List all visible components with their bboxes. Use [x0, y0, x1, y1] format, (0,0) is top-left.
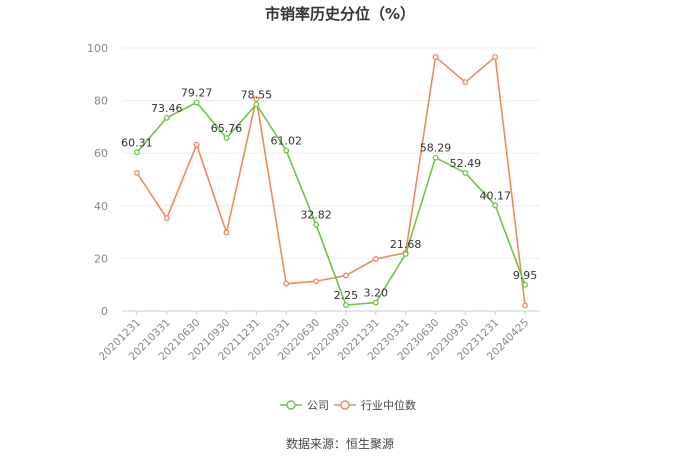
- data-label: 61.02: [270, 135, 302, 148]
- industry-median-point: [372, 255, 379, 262]
- industry-median-point: [133, 169, 140, 176]
- source-note: 数据来源：恒生聚源: [285, 437, 394, 451]
- company-point: [342, 302, 349, 309]
- legend: 公司 行业中位数: [280, 398, 416, 412]
- industry-median-point: [462, 79, 469, 86]
- company-point: [522, 281, 529, 288]
- industry-median-point: [163, 215, 170, 222]
- company-point: [402, 251, 409, 257]
- company-point: [193, 99, 200, 106]
- industry-median-point: [492, 53, 499, 60]
- data-label: 3.20: [364, 287, 389, 300]
- industry-median-point: [522, 302, 529, 309]
- data-label: 78.55: [241, 88, 273, 101]
- data-label: 21.68: [390, 238, 422, 251]
- data-label: 40.17: [479, 189, 511, 202]
- data-label: 73.46: [151, 102, 183, 115]
- company-point: [462, 170, 469, 176]
- data-label: 60.31: [121, 136, 153, 149]
- company-line: [136, 101, 526, 306]
- data-label: 79.27: [181, 87, 213, 100]
- industry-median-point: [283, 280, 290, 287]
- y-tick-label: 60: [94, 147, 108, 160]
- industry-median-point: [342, 272, 349, 279]
- legend-marker: [286, 400, 296, 410]
- chart-title: 市销率历史分位（%）: [264, 5, 416, 23]
- industry-median-point: [253, 96, 260, 102]
- y-tick-label: 80: [94, 95, 108, 108]
- industry-median-point: [313, 278, 320, 285]
- legend-label: 行业中位数: [361, 398, 416, 412]
- company-point: [223, 135, 230, 142]
- y-tick-label: 40: [94, 200, 108, 213]
- company-point: [432, 154, 439, 161]
- company-point: [283, 147, 290, 154]
- data-label: 58.29: [420, 142, 452, 155]
- y-tick-label: 100: [87, 42, 108, 55]
- company-point: [253, 101, 260, 108]
- company-point: [372, 299, 379, 306]
- industry-median-point: [223, 229, 230, 236]
- data-label: 52.49: [450, 157, 482, 170]
- industry-median-line: [136, 56, 526, 306]
- series-layer: [133, 53, 529, 309]
- company-point: [313, 221, 320, 228]
- legend-label: 公司: [307, 399, 329, 412]
- grid-layer: [122, 47, 540, 312]
- data-label-layer: 60.31 73.46 79.27 65.76 78.55 61.02 32.82 2.25 3…: [121, 87, 537, 303]
- y-tick-label: 0: [101, 305, 108, 318]
- company-point: [492, 202, 499, 209]
- data-label: 32.82: [300, 209, 332, 222]
- data-label: 65.76: [211, 122, 243, 135]
- industry-median-point: [432, 53, 439, 60]
- company-point: [163, 114, 170, 121]
- legend-marker: [340, 400, 350, 410]
- company-point: [133, 149, 140, 156]
- data-label: 9.95: [513, 269, 538, 282]
- industry-median-point: [193, 141, 200, 148]
- legend-company: 公司: [280, 399, 329, 412]
- y-tick-label: 20: [94, 252, 108, 265]
- legend-industry-median: 行业中位数: [334, 398, 416, 412]
- axis-layer: 0204060801002020123120210331202106302021…: [87, 42, 531, 363]
- data-label: 2.25: [334, 289, 359, 302]
